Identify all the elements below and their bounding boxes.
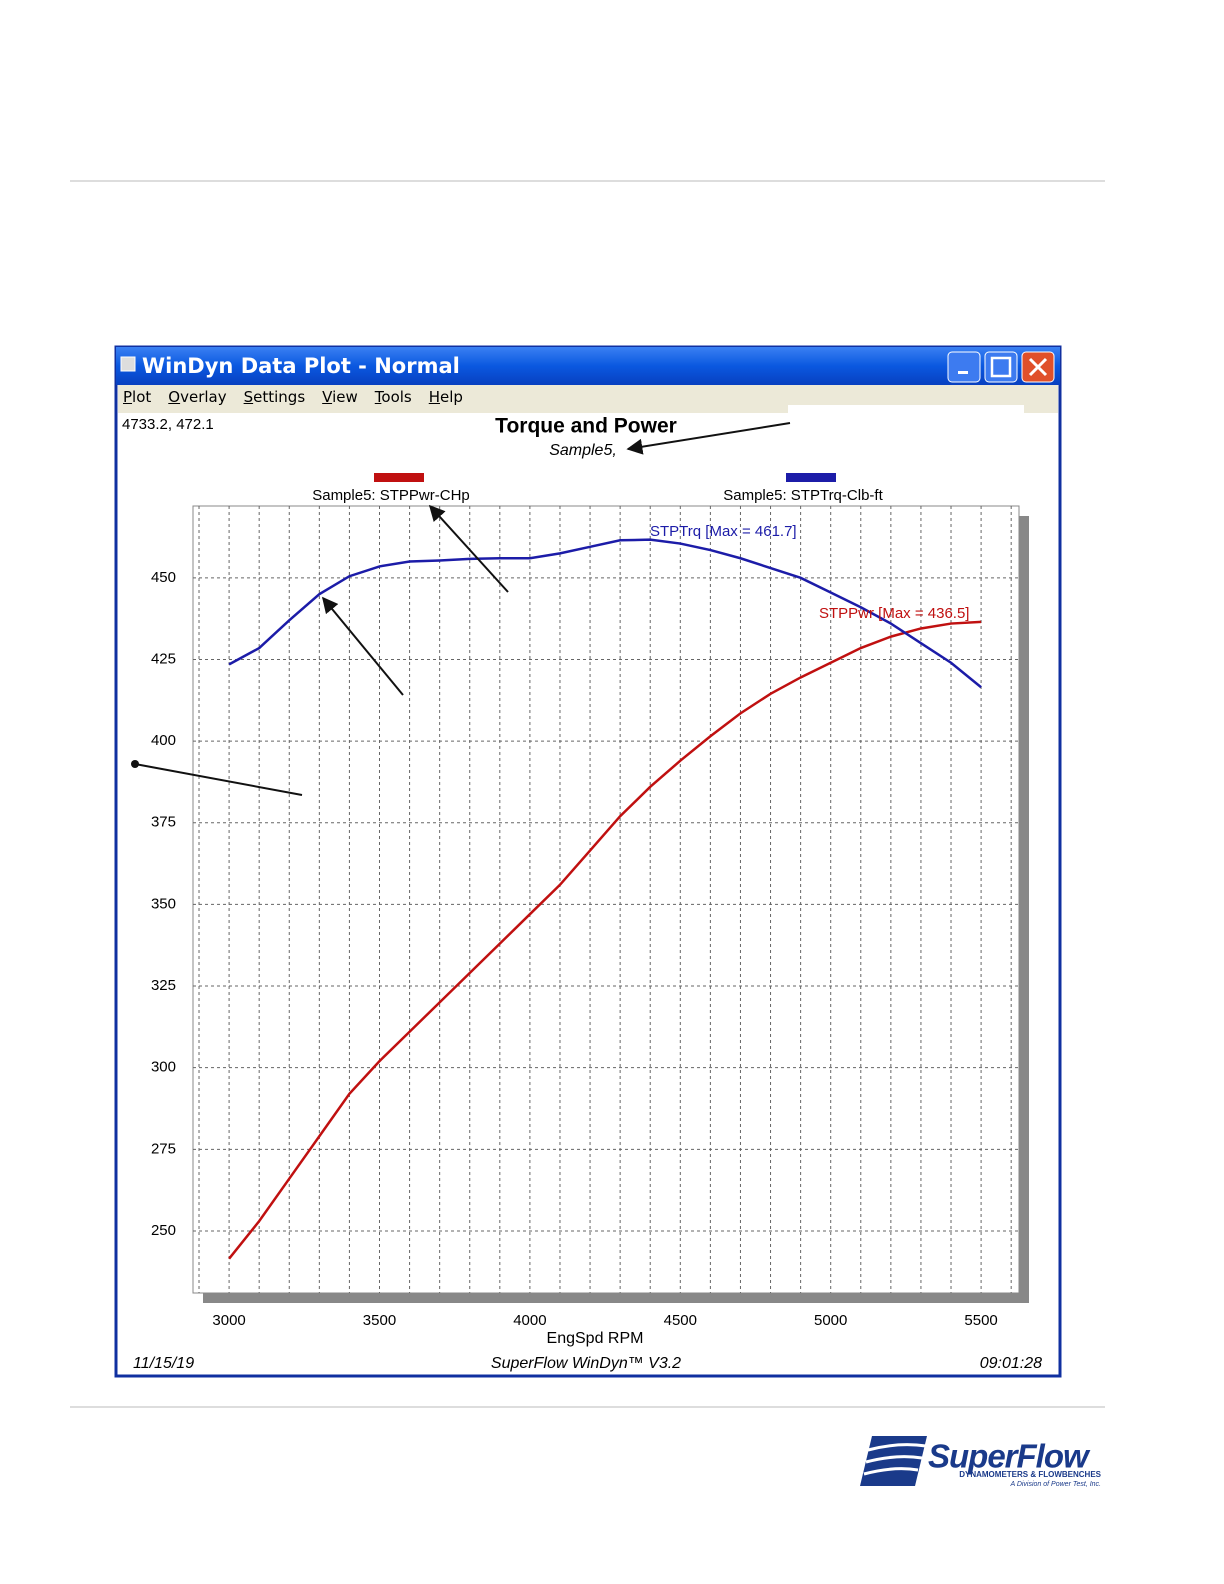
menu-item[interactable]: Help <box>428 388 463 406</box>
close-icon <box>1028 357 1048 377</box>
minimize-button[interactable] <box>947 351 981 383</box>
minimize-icon <box>958 371 968 374</box>
logo-swoosh <box>863 1443 927 1476</box>
y-tick-label: 375 <box>151 814 176 831</box>
window-icon <box>120 356 136 372</box>
chart-subtitle: Sample5, <box>549 442 617 459</box>
maximize-button[interactable] <box>984 351 1018 383</box>
chart-title: Torque and Power <box>495 415 677 438</box>
x-tick-label: 4500 <box>664 1312 697 1329</box>
title-bar <box>116 347 1060 385</box>
logo-tagline: DYNAMOMETERS & FLOWBENCHES <box>959 1470 1101 1479</box>
maximize-icon <box>990 356 1012 378</box>
logo-name: SuperFlow <box>928 1438 1091 1475</box>
y-tick-label: 325 <box>151 977 176 994</box>
arrow <box>321 596 404 696</box>
footer-program: SuperFlow WinDyn™ V3.2 <box>491 1355 681 1372</box>
arrow-dot <box>131 760 139 768</box>
series-line <box>228 538 982 689</box>
series-line <box>228 620 982 1260</box>
y-tick-label: 425 <box>151 650 176 667</box>
arrow <box>428 504 509 593</box>
x-tick-label: 5000 <box>814 1312 847 1329</box>
arrow <box>134 763 303 796</box>
arrow <box>626 422 791 455</box>
x-tick-label: 3500 <box>363 1312 396 1329</box>
y-tick-label: 275 <box>151 1140 176 1157</box>
menu-item[interactable]: Settings <box>243 388 306 406</box>
blank-callout <box>788 405 1024 425</box>
x-tick-label: 5500 <box>964 1312 997 1329</box>
annotation: STPPwr [Max = 436.5] <box>819 605 969 622</box>
legend-swatch <box>786 473 836 482</box>
menu-item[interactable]: Overlay <box>168 388 227 406</box>
x-tick-label: 4000 <box>513 1312 546 1329</box>
window-title: WinDyn Data Plot - Normal <box>142 354 460 378</box>
annotation: STPTrq [Max = 461.7] <box>650 523 797 540</box>
menu-item[interactable]: Plot <box>123 388 152 406</box>
legend-swatch <box>374 473 424 482</box>
cursor-readout: 4733.2, 472.1 <box>122 416 214 433</box>
y-tick-label: 300 <box>151 1059 176 1076</box>
menu: Plot Overlay Settings View Tools Help <box>123 388 463 406</box>
footer-date: 11/15/19 <box>133 1355 194 1372</box>
menu-item[interactable]: View <box>322 388 358 406</box>
x-tick-label: 3000 <box>212 1312 245 1329</box>
plot-area <box>192 505 1020 1294</box>
y-tick-label: 350 <box>151 895 176 912</box>
logo: SuperFlow DYNAMOMETERS & FLOWBENCHES A D… <box>860 1436 1102 1488</box>
y-tick-label: 400 <box>151 732 176 749</box>
legend-label: Sample5: STPPwr-CHp <box>312 487 470 504</box>
y-tick-label: 250 <box>151 1222 176 1239</box>
legend-label: Sample5: STPTrq-Clb-ft <box>723 487 883 504</box>
footer-time: 09:01:28 <box>980 1355 1042 1372</box>
y-tick-label: 450 <box>151 569 176 586</box>
menu-item[interactable]: Tools <box>374 388 412 406</box>
x-axis-label: EngSpd RPM <box>547 1330 644 1347</box>
logo-division: A Division of Power Test, Inc. <box>1009 1481 1101 1488</box>
